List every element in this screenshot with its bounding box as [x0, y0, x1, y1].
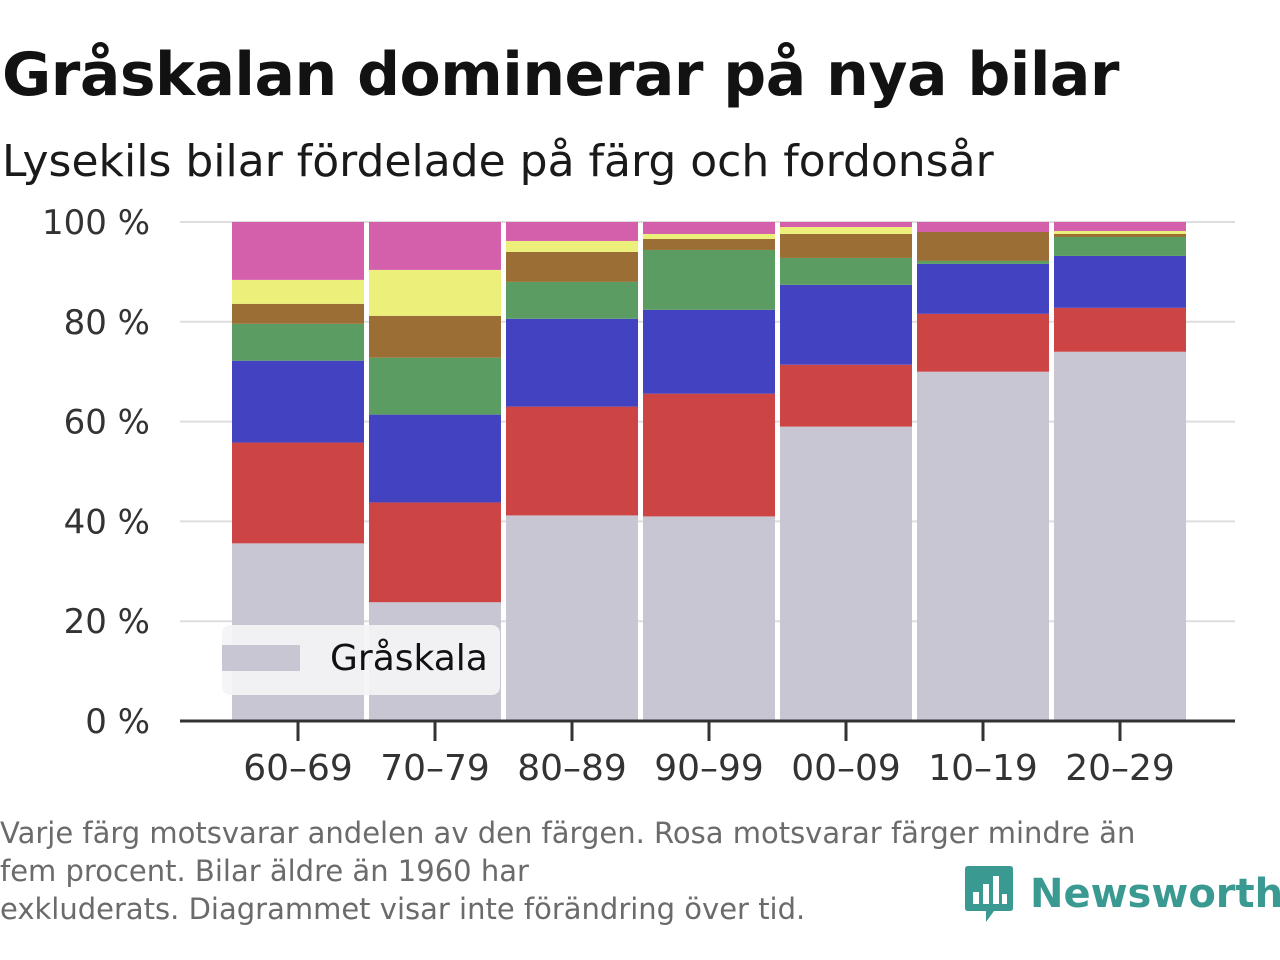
- bar-stack-00–09[interactable]: [780, 222, 912, 721]
- bar-segment[interactable]: [917, 260, 1049, 264]
- bar-segment[interactable]: [232, 222, 364, 280]
- bar-segment[interactable]: [1054, 255, 1186, 308]
- bar-segment[interactable]: [917, 313, 1049, 372]
- axes: 0 % 20 % 40 % 60 % 80 % 100 % 60–69 70–79 80–89 9…: [42, 203, 1235, 789]
- newsworthy-logo[interactable]: Newsworthy: [964, 862, 1280, 926]
- bar-segment[interactable]: [506, 515, 638, 721]
- bar-segment[interactable]: [780, 222, 912, 227]
- bar-segment[interactable]: [506, 240, 638, 252]
- footnote-line-2: fem procent. Bilar äldre än 1960 har: [0, 854, 529, 888]
- bar-segment[interactable]: [369, 222, 501, 270]
- legend-label: Gråskala: [330, 638, 488, 679]
- bar-segment[interactable]: [1054, 222, 1186, 231]
- legend: Gråskala: [222, 625, 500, 695]
- bar-segment[interactable]: [643, 233, 775, 239]
- bar-segment[interactable]: [1054, 351, 1186, 721]
- bar-stack-20–29[interactable]: [1054, 222, 1186, 721]
- bar-segment[interactable]: [369, 502, 501, 603]
- bar-segment[interactable]: [1054, 230, 1186, 234]
- bar-segment[interactable]: [643, 516, 775, 721]
- bar-segment[interactable]: [917, 231, 1049, 261]
- legend-swatch: [222, 645, 300, 671]
- y-tick-label: 80 %: [64, 303, 150, 343]
- bar-stack-10–19[interactable]: [917, 222, 1049, 721]
- bar-stack-80–89[interactable]: [506, 222, 638, 721]
- bar-segment[interactable]: [780, 426, 912, 721]
- stacked-bar-chart: 0 % 20 % 40 % 60 % 80 % 100 % 60–69 70–79 80–89 9…: [42, 203, 1235, 789]
- bar-segment[interactable]: [506, 318, 638, 407]
- bar-segment[interactable]: [506, 406, 638, 516]
- y-tick-label: 40 %: [64, 502, 150, 542]
- bar-segment[interactable]: [643, 222, 775, 234]
- x-tick-label: 70–79: [380, 748, 490, 789]
- bar-segment[interactable]: [506, 281, 638, 319]
- legend-box: [222, 625, 500, 695]
- bar-segment[interactable]: [643, 238, 775, 250]
- bar-segment[interactable]: [369, 414, 501, 503]
- bar-segment[interactable]: [917, 263, 1049, 314]
- bar-segment[interactable]: [232, 323, 364, 361]
- chart-title: Gråskalan dominerar på nya bilar: [2, 40, 1120, 110]
- bar-segment[interactable]: [232, 303, 364, 324]
- bars: [232, 222, 1186, 721]
- x-tick-label: 20–29: [1065, 748, 1175, 789]
- bar-segment[interactable]: [643, 309, 775, 394]
- bar-segment[interactable]: [1054, 307, 1186, 352]
- bar-segment[interactable]: [780, 364, 912, 427]
- x-tick-label: 10–19: [928, 748, 1038, 789]
- bar-segment[interactable]: [369, 315, 501, 358]
- x-tick-label: 90–99: [654, 748, 764, 789]
- bar-segment[interactable]: [1054, 233, 1186, 237]
- logo-text: Newsworthy: [1030, 871, 1280, 917]
- bar-segment[interactable]: [369, 357, 501, 415]
- bar-segment[interactable]: [917, 222, 1049, 232]
- x-tick-label: 80–89: [517, 748, 627, 789]
- bar-segment[interactable]: [780, 226, 912, 234]
- y-tick-label: 60 %: [64, 403, 150, 443]
- footnote-line-3: exkluderats. Diagrammet visar inte förän…: [0, 892, 806, 926]
- bar-segment[interactable]: [643, 249, 775, 310]
- bar-segment[interactable]: [780, 284, 912, 365]
- footnote-line-1: Varje färg motsvarar andelen av den färg…: [0, 816, 1136, 850]
- bar-segment[interactable]: [369, 269, 501, 316]
- bar-stack-90–99[interactable]: [643, 222, 775, 721]
- bar-segment[interactable]: [1054, 236, 1186, 256]
- bar-segment[interactable]: [917, 371, 1049, 721]
- bar-segment[interactable]: [232, 279, 364, 304]
- footnote: Varje färg motsvarar andelen av den färg…: [0, 814, 1260, 928]
- bar-segment[interactable]: [643, 393, 775, 517]
- bar-segment[interactable]: [780, 233, 912, 258]
- y-tick-label: 0 %: [85, 702, 150, 742]
- bar-segment[interactable]: [780, 257, 912, 285]
- x-tick-label: 60–69: [243, 748, 353, 789]
- bar-segment[interactable]: [232, 360, 364, 443]
- x-tick-label: 00–09: [791, 748, 901, 789]
- bar-segment[interactable]: [506, 222, 638, 241]
- y-tick-label: 100 %: [42, 203, 150, 243]
- chart-subtitle: Lysekils bilar fördelade på färg och for…: [2, 136, 994, 187]
- y-tick-label: 20 %: [64, 602, 150, 642]
- bar-segment[interactable]: [506, 251, 638, 282]
- newsworthy-bar-chart-bubble-icon: [965, 866, 1013, 922]
- bar-segment[interactable]: [232, 442, 364, 544]
